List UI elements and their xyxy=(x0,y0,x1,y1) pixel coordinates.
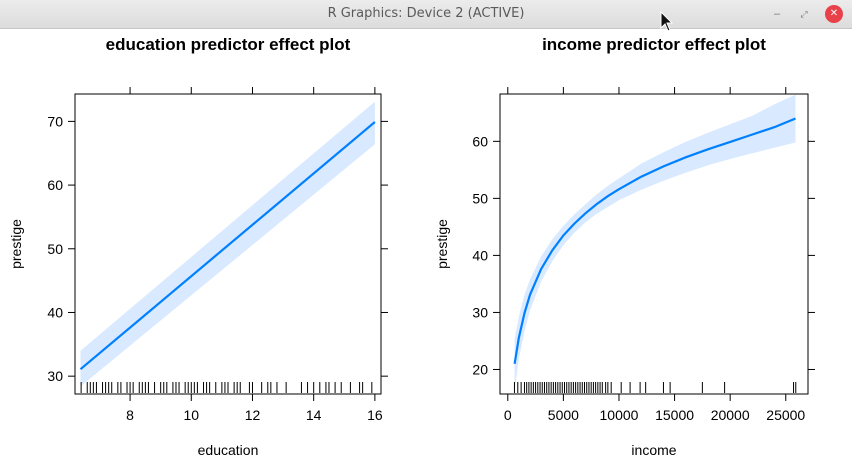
chart-0-x-tick-label: 14 xyxy=(306,407,322,423)
chart-1-fit-line xyxy=(513,117,796,364)
chart-1-title: income predictor effect plot xyxy=(542,35,766,54)
chart-1-x-tick-label: 20000 xyxy=(711,407,750,423)
maximize-button[interactable]: ⤢ xyxy=(800,9,808,19)
income-effect-panel: 0 5000 10000 15000 20000 25000 20 30 40 50 60 incom… xyxy=(434,35,815,458)
chart-1-y-tick-label: 30 xyxy=(472,304,488,320)
close-button[interactable]: ✕ xyxy=(825,5,843,23)
chart-0-x-tick-label: 8 xyxy=(126,407,134,423)
window-title: R Graphics: Device 2 (ACTIVE) xyxy=(327,6,525,21)
chart-0-frame xyxy=(74,93,382,395)
chart-1-frame xyxy=(499,93,809,395)
chart-0-x-tick-label: 10 xyxy=(183,407,199,423)
chart-1-y-tick-label: 60 xyxy=(472,133,488,149)
window-titlebar[interactable]: R Graphics: Device 2 (ACTIVE) – ⤢ ✕ xyxy=(0,0,852,29)
chart-0-fit-line xyxy=(79,121,376,371)
chart-1-x-tick-label: 10000 xyxy=(600,407,639,423)
chart-0-y-tick-label: 60 xyxy=(47,177,63,193)
mouse-cursor-icon xyxy=(660,11,674,32)
education-effect-panel: 8 10 12 14 16 30 40 50 60 70 education predictor e… xyxy=(8,35,388,458)
chart-1-y-tick-label: 50 xyxy=(472,190,488,206)
chart-1-confidence-band xyxy=(514,94,796,392)
chart-1-y-tick-label: 40 xyxy=(472,247,488,263)
effect-plots-canvas: 8 10 12 14 16 30 40 50 60 70 education predictor e… xyxy=(8,35,815,458)
chart-1-y-tick-label: 20 xyxy=(472,361,488,377)
chart-0-y-tick-label: 70 xyxy=(47,113,63,129)
chart-1-y-axis-label: prestige xyxy=(434,219,450,269)
chart-0-x-tick-label: 16 xyxy=(367,407,383,423)
chart-0-title: education predictor effect plot xyxy=(106,35,351,54)
chart-1-x-tick-label: 5000 xyxy=(548,407,579,423)
chart-0-confidence-band xyxy=(80,101,375,387)
chart-0-x-tick-label: 12 xyxy=(245,407,261,423)
minimize-button[interactable]: – xyxy=(773,8,781,20)
chart-1-x-tick-label: 0 xyxy=(504,407,512,423)
chart-0-y-tick-label: 30 xyxy=(47,368,63,384)
chart-1-x-tick-label: 25000 xyxy=(766,407,805,423)
chart-0-y-tick-label: 50 xyxy=(47,241,63,257)
chart-1-x-tick-label: 15000 xyxy=(655,407,694,423)
chart-0-y-tick-label: 40 xyxy=(47,304,63,320)
chart-0-x-axis-label: education xyxy=(198,442,259,458)
chart-1-x-axis-label: income xyxy=(631,442,676,458)
chart-0-y-axis-label: prestige xyxy=(8,219,24,269)
